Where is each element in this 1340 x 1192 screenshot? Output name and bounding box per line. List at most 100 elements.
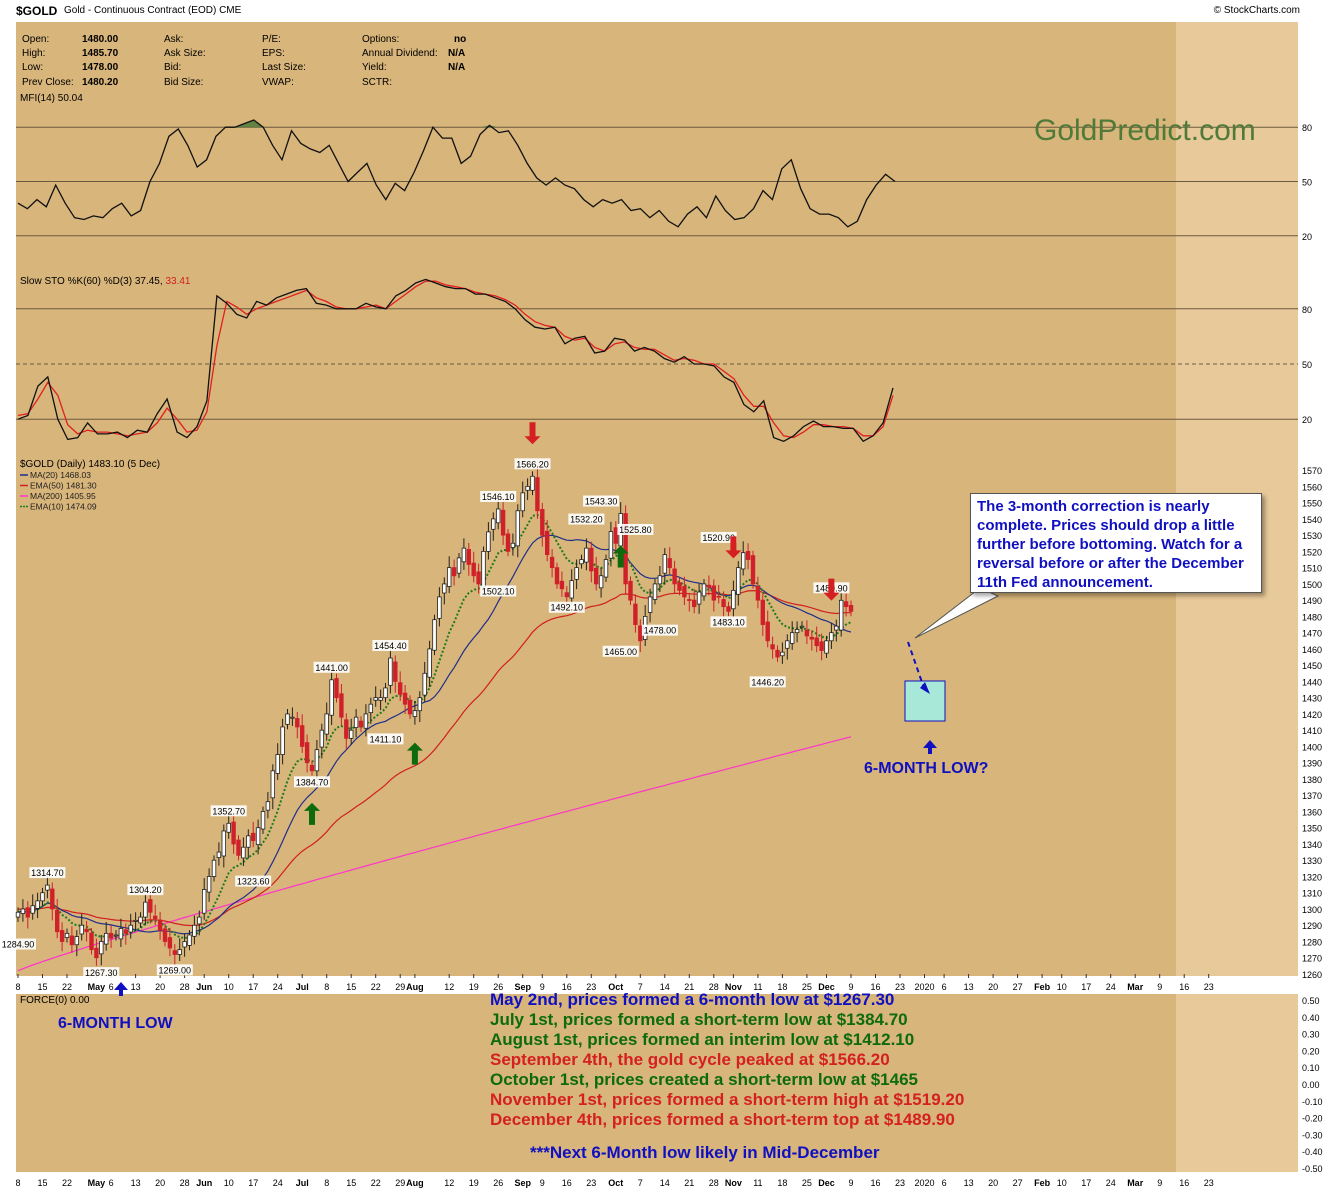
price-label: 1384.70 [296,777,329,787]
price-label: 1483.10 [712,617,745,627]
force-x-tick-label: 8 [15,1178,20,1188]
candle-body [388,657,393,686]
candle-body [339,693,344,718]
candle-body [755,586,761,601]
candle-body [314,749,320,772]
candle-body [476,571,481,585]
x-tick-label: 29 [395,982,405,992]
candle-body [765,621,770,642]
x-tick-label: 23 [895,982,905,992]
price-tick-label: 1360 [1302,807,1322,817]
force-x-tick-label: Feb [1034,1178,1051,1188]
price-label-bg [294,776,330,788]
mfi-title: MFI(14) 50.04 [20,93,83,104]
candle-body [432,619,437,651]
force-x-tick-label: 28 [709,1178,719,1188]
candle-body [760,599,765,625]
candle-body [319,729,324,748]
x-tick-label: 15 [346,982,356,992]
candle-body [515,510,520,547]
force-x-tick-label: 13 [131,1178,141,1188]
force-panel: 0.50 0.40 0.30 0.20 0.10 0.00 -0.10 -0.20 -0.30 -… [1302,996,1323,1174]
price-tick-label: 1390 [1302,759,1322,769]
candle-body [30,905,35,914]
candle-body [540,509,545,536]
x-tick-label: 22 [62,982,72,992]
force-x-tick-label: 29 [395,1178,405,1188]
candle-body [412,710,418,717]
instrument-name: Gold - Continuous Contract (EOD) CME [64,5,242,16]
price-label-bg [617,523,654,535]
force-x-tick-label: 8 [324,1178,329,1188]
x-tick-label: 16 [870,982,880,992]
candle-body [780,651,785,657]
candle-body [603,559,609,578]
price-tick-label: 1280 [1302,937,1322,947]
price-label: 1323.60 [237,877,270,887]
candle-body [824,640,829,654]
candle-body [422,672,427,696]
candle-body [564,592,569,598]
force-x-tick-label: 11 [753,1178,762,1188]
candle-body [471,562,476,577]
quote-label-sctr: SCTR: [362,77,392,88]
candle-body [711,585,716,601]
force-x-tick-label: 9 [848,1178,853,1188]
candle-body [701,583,707,597]
force-x-tick-label: 9 [540,1178,545,1188]
price-label: 1546.10 [482,492,515,502]
x-tick-label: 23 [1204,982,1214,992]
candle-body [530,475,535,491]
price-label-bg [602,645,639,657]
x-tick-label: 10 [1057,982,1067,992]
candle-body [554,567,560,585]
force-tick-label: -0.30 [1302,1130,1323,1140]
force-x-tick-label: 14 [660,1178,670,1188]
x-tick-label: 27 [1013,982,1023,992]
candle-body [216,851,222,859]
price-label: 1441.00 [315,663,348,673]
x-tick-label: 14 [660,982,670,992]
sell-signal-arrow [823,578,840,601]
candle-body [172,950,177,955]
x-tick-label: 24 [273,982,283,992]
price-tick-label: 1350 [1302,824,1322,834]
summary-line: May 2nd, prices formed a 6-month low at … [490,990,895,1009]
quote-label-dividend: Annual Dividend: [362,48,438,59]
price-tick-label: 1320 [1302,872,1322,882]
price-label: 1304.20 [129,885,162,895]
x-tick-label: 26 [493,982,503,992]
force-x-tick-label: 25 [802,1178,812,1188]
candle-body [721,599,726,608]
price-label-bg [29,867,66,879]
force-x-tick-label: 23 [1204,1178,1214,1188]
legend-label: EMA(50) 1481.30 [30,481,97,491]
candle-body [123,929,128,934]
quote-prev-close: 1480.20 [82,77,119,88]
force-x-tick-label: 28 [180,1178,190,1188]
price-tick-label: 1410 [1302,726,1322,736]
candle-body [221,830,226,857]
x-tick-label: 17 [1081,982,1091,992]
candle-body [182,941,187,948]
price-label-bg [0,938,36,950]
price-label-bg [367,733,404,745]
candle-body [736,567,741,595]
sto-k-line [17,278,894,443]
price-label: 1532.20 [570,515,603,525]
candle-body [790,632,795,644]
summary-annotations: May 2nd, prices formed a 6-month low at … [490,990,964,1163]
candle-body [89,932,94,951]
x-tick-label: 12 [444,982,454,992]
x-tick-label: Feb [1034,982,1051,992]
candle-body [270,770,275,799]
price-tick-label: 1530 [1302,531,1322,541]
candle-body [50,888,55,910]
price-tick-label: 1420 [1302,710,1322,720]
candle-body [481,550,486,587]
price-tick-label: 1440 [1302,677,1322,687]
candle-body [309,764,315,772]
mfi-tick-label: 80 [1302,123,1312,133]
x-tick-label: Jul [296,982,309,992]
price-tick-label: 1550 [1302,499,1322,509]
